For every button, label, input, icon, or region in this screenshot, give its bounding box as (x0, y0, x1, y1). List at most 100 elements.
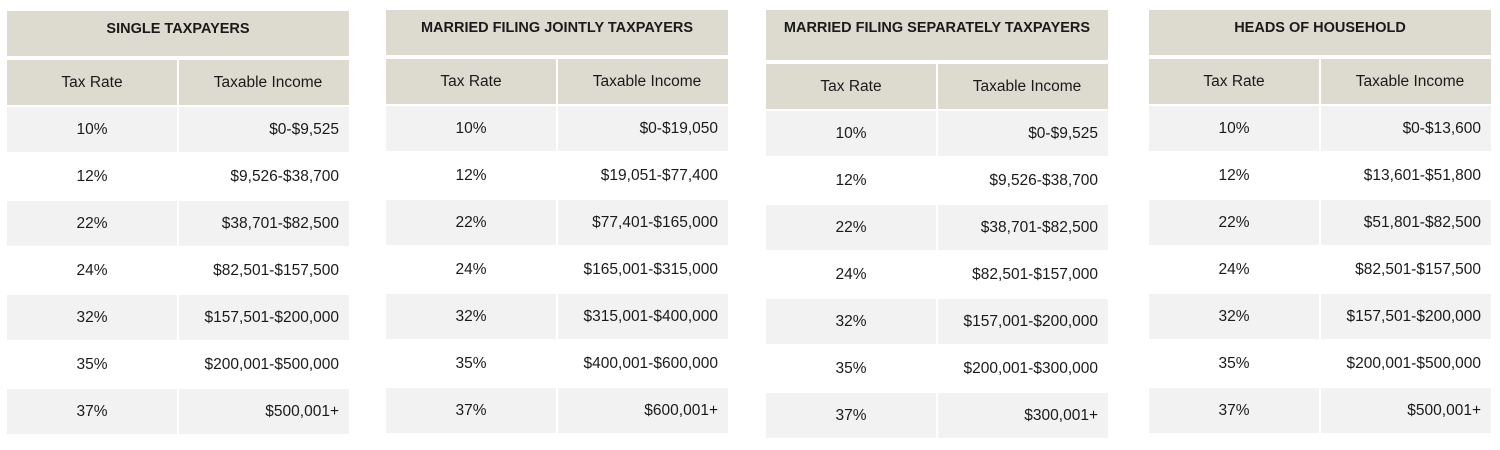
panel-single: SINGLE TAXPAYERS Tax Rate Taxable Income… (7, 11, 349, 436)
income-cell: $400,001-$600,000 (558, 341, 728, 386)
income-cell: $165,001-$315,000 (558, 247, 728, 292)
rate-cell: 12% (386, 153, 556, 198)
income-cell: $157,501-$200,000 (179, 295, 349, 340)
rate-cell: 22% (386, 200, 556, 245)
header-row: Tax Rate Taxable Income (1149, 59, 1491, 104)
header-taxable-income: Taxable Income (558, 59, 728, 104)
header-row: Tax Rate Taxable Income (766, 64, 1108, 109)
panel-heads-of-household: HEADS OF HOUSEHOLD Tax Rate Taxable Inco… (1149, 10, 1491, 435)
table-row: 10% $0-$9,525 (766, 111, 1108, 156)
rate-cell: 37% (386, 388, 556, 433)
table-row: 37% $500,001+ (1149, 388, 1491, 433)
income-cell: $300,001+ (938, 393, 1108, 438)
rate-cell: 32% (766, 299, 936, 344)
table-row: 24% $165,001-$315,000 (386, 247, 728, 292)
rate-cell: 35% (386, 341, 556, 386)
income-cell: $77,401-$165,000 (558, 200, 728, 245)
income-cell: $0-$9,525 (938, 111, 1108, 156)
table-row: 10% $0-$19,050 (386, 106, 728, 151)
rate-cell: 35% (1149, 341, 1319, 386)
income-cell: $82,501-$157,500 (179, 248, 349, 293)
rate-cell: 12% (1149, 153, 1319, 198)
rate-cell: 32% (1149, 294, 1319, 339)
table-row: 35% $200,001-$500,000 (7, 342, 349, 387)
rate-cell: 37% (766, 393, 936, 438)
rate-cell: 24% (766, 252, 936, 297)
income-cell: $157,001-$200,000 (938, 299, 1108, 344)
table-row: 35% $400,001-$600,000 (386, 341, 728, 386)
table-row: 35% $200,001-$500,000 (1149, 341, 1491, 386)
income-cell: $9,526-$38,700 (179, 154, 349, 199)
rate-cell: 10% (7, 107, 177, 152)
header-row: Tax Rate Taxable Income (7, 60, 349, 105)
header-tax-rate: Tax Rate (7, 60, 177, 105)
income-cell: $38,701-$82,500 (938, 205, 1108, 250)
rate-cell: 10% (1149, 106, 1319, 151)
rate-cell: 12% (766, 158, 936, 203)
income-cell: $38,701-$82,500 (179, 201, 349, 246)
income-cell: $600,001+ (558, 388, 728, 433)
rate-cell: 22% (7, 201, 177, 246)
rate-cell: 10% (766, 111, 936, 156)
table-row: 32% $157,501-$200,000 (1149, 294, 1491, 339)
table-row: 12% $19,051-$77,400 (386, 153, 728, 198)
rate-cell: 35% (766, 346, 936, 391)
table-row: 37% $500,001+ (7, 389, 349, 434)
table-row: 10% $0-$9,525 (7, 107, 349, 152)
rate-cell: 22% (1149, 200, 1319, 245)
panel-title: SINGLE TAXPAYERS (7, 11, 349, 56)
table-row: 24% $82,501-$157,500 (7, 248, 349, 293)
income-cell: $13,601-$51,800 (1321, 153, 1491, 198)
table-row: 24% $82,501-$157,500 (1149, 247, 1491, 292)
table-row: 12% $9,526-$38,700 (7, 154, 349, 199)
income-cell: $82,501-$157,500 (1321, 247, 1491, 292)
table-row: 35% $200,001-$300,000 (766, 346, 1108, 391)
table-row: 10% $0-$13,600 (1149, 106, 1491, 151)
header-taxable-income: Taxable Income (179, 60, 349, 105)
table-row: 22% $38,701-$82,500 (7, 201, 349, 246)
table-row: 24% $82,501-$157,000 (766, 252, 1108, 297)
table-row: 32% $157,501-$200,000 (7, 295, 349, 340)
income-cell: $51,801-$82,500 (1321, 200, 1491, 245)
income-cell: $157,501-$200,000 (1321, 294, 1491, 339)
rate-cell: 37% (7, 389, 177, 434)
rate-cell: 24% (7, 248, 177, 293)
header-taxable-income: Taxable Income (938, 64, 1108, 109)
table-row: 22% $77,401-$165,000 (386, 200, 728, 245)
rate-cell: 24% (1149, 247, 1319, 292)
panel-title: HEADS OF HOUSEHOLD (1149, 10, 1491, 55)
rate-cell: 32% (386, 294, 556, 339)
panel-title: MARRIED FILING SEPARATELY TAXPAYERS (766, 10, 1108, 60)
income-cell: $0-$9,525 (179, 107, 349, 152)
table-row: 12% $9,526-$38,700 (766, 158, 1108, 203)
header-tax-rate: Tax Rate (386, 59, 556, 104)
income-cell: $200,001-$500,000 (1321, 341, 1491, 386)
header-row: Tax Rate Taxable Income (386, 59, 728, 104)
table-row: 37% $300,001+ (766, 393, 1108, 438)
header-taxable-income: Taxable Income (1321, 59, 1491, 104)
table-row: 32% $157,001-$200,000 (766, 299, 1108, 344)
table-row: 32% $315,001-$400,000 (386, 294, 728, 339)
header-tax-rate: Tax Rate (1149, 59, 1319, 104)
table-row: 22% $38,701-$82,500 (766, 205, 1108, 250)
rate-cell: 35% (7, 342, 177, 387)
income-cell: $0-$19,050 (558, 106, 728, 151)
panel-title: MARRIED FILING JOINTLY TAXPAYERS (386, 10, 728, 55)
panel-married-separately: MARRIED FILING SEPARATELY TAXPAYERS Tax … (766, 10, 1108, 440)
income-cell: $9,526-$38,700 (938, 158, 1108, 203)
income-cell: $0-$13,600 (1321, 106, 1491, 151)
income-cell: $200,001-$300,000 (938, 346, 1108, 391)
rate-cell: 24% (386, 247, 556, 292)
rate-cell: 37% (1149, 388, 1319, 433)
panel-married-jointly: MARRIED FILING JOINTLY TAXPAYERS Tax Rat… (386, 10, 728, 435)
rate-cell: 10% (386, 106, 556, 151)
table-row: 37% $600,001+ (386, 388, 728, 433)
income-cell: $19,051-$77,400 (558, 153, 728, 198)
table-row: 12% $13,601-$51,800 (1149, 153, 1491, 198)
rate-cell: 12% (7, 154, 177, 199)
rate-cell: 32% (7, 295, 177, 340)
income-cell: $500,001+ (1321, 388, 1491, 433)
income-cell: $200,001-$500,000 (179, 342, 349, 387)
rate-cell: 22% (766, 205, 936, 250)
header-tax-rate: Tax Rate (766, 64, 936, 109)
